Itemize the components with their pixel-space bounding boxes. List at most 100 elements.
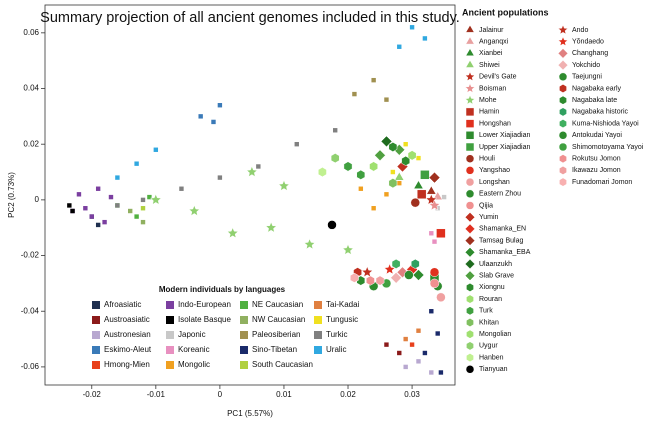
legend-marker: [559, 119, 567, 129]
modern-point: [416, 155, 421, 161]
modern-point: [371, 77, 376, 83]
ancient-point: [410, 197, 421, 208]
x-tick-label: 0.03: [404, 390, 420, 399]
legend-marker: [559, 177, 567, 187]
modern-point: [416, 328, 421, 333]
legend-label: Upper Xiajiadian: [479, 144, 530, 151]
y-tick-label: 0.06: [23, 28, 39, 37]
legend-label: Khitan: [479, 319, 499, 326]
legend-marker: [465, 166, 475, 175]
x-tick-label: 0.02: [340, 390, 356, 399]
modern-point: [403, 141, 408, 147]
modern-point: [147, 194, 152, 200]
x-tick-label: -0.02: [83, 390, 102, 399]
modern-point: [128, 208, 133, 214]
modern-point: [134, 161, 139, 166]
ancient-point: [394, 171, 405, 181]
legend-marker: [466, 341, 474, 351]
ancient-point: [383, 263, 396, 275]
legend-label: Shimomotoyama Yayoi: [572, 144, 644, 151]
ancient-point: [390, 272, 402, 284]
ancient-point: [436, 228, 446, 239]
legend-label: Eastern Zhou: [479, 191, 521, 198]
legend-marker: [465, 24, 475, 33]
legend-marker: [558, 131, 568, 140]
legend-label: Ulaanzukh: [479, 261, 512, 268]
ancient-point: [407, 150, 417, 161]
legend-label: Japonic: [178, 330, 206, 339]
legend-label: Yŏndaedo: [572, 39, 604, 46]
modern-point: [384, 192, 389, 197]
legend-swatch: [240, 361, 248, 369]
y-tick-label: -0.02: [21, 251, 40, 260]
ancient-point: [391, 258, 401, 269]
legend-marker: [466, 353, 474, 363]
legend-swatch: [240, 346, 248, 354]
ancient-point: [327, 220, 337, 230]
legend-label: Tamsag Bulag: [479, 237, 523, 244]
legend-swatch: [240, 331, 248, 339]
modern-legend-title: Modern individuals by languages: [159, 285, 286, 294]
legend-label: Yumin: [479, 214, 499, 221]
ancient-point: [366, 275, 375, 286]
modern-point: [397, 350, 402, 356]
ancient-point: [343, 161, 353, 172]
legend-marker: [466, 306, 474, 316]
y-tick-label: 0.04: [23, 84, 39, 93]
modern-point: [333, 128, 338, 133]
legend-swatch: [314, 301, 322, 309]
legend-swatch: [166, 301, 174, 309]
legend-label: Shamanka_EBA: [479, 249, 531, 256]
modern-point: [352, 91, 357, 97]
ancient-point: [149, 193, 162, 205]
legend-label: Hongshan: [479, 120, 511, 127]
legend-label: Mongolian: [479, 331, 511, 338]
modern-point: [432, 239, 437, 244]
legend-marker: [466, 329, 474, 339]
legend-label: Sino-Tibetan: [252, 345, 297, 354]
legend-swatch: [314, 316, 322, 324]
legend-swatch: [92, 346, 100, 354]
modern-point: [422, 350, 428, 356]
modern-point: [390, 169, 396, 175]
modern-point: [403, 364, 408, 370]
chart-title: Summary projection of all ancient genome…: [40, 10, 460, 26]
modern-point: [435, 206, 440, 211]
ancient-point: [429, 267, 440, 278]
legend-label: Rokutsu Jomon: [572, 156, 621, 163]
x-tick-label: -0.01: [147, 390, 166, 399]
legend-label: Koreanic: [178, 345, 210, 354]
legend-label: Turk: [479, 308, 493, 315]
modern-point: [429, 309, 434, 314]
legend-label: Hmong-Mien: [104, 360, 150, 369]
legend-label: Changhang: [572, 50, 608, 57]
legend-swatch: [166, 361, 174, 369]
ancient-point: [426, 185, 437, 195]
modern-point: [83, 206, 88, 211]
ancient-point: [404, 270, 414, 280]
ancient-point: [429, 278, 440, 289]
legend-swatch: [166, 346, 174, 354]
modern-point: [70, 208, 75, 214]
ancient-point: [420, 170, 430, 180]
legend-swatch: [92, 316, 100, 324]
modern-point: [397, 44, 402, 49]
legend-marker: [464, 71, 476, 82]
legend-label: Hanben: [479, 354, 504, 361]
legend-swatch: [92, 331, 100, 339]
modern-point: [115, 203, 120, 208]
legend-label: Uygur: [479, 343, 498, 350]
modern-point: [153, 147, 159, 152]
modern-point: [409, 25, 415, 30]
legend-marker: [464, 247, 476, 258]
legend-label: Xiongnu: [479, 284, 505, 291]
modern-point: [217, 175, 223, 180]
legend-swatch: [92, 301, 100, 309]
legend-marker: [464, 270, 476, 281]
x-axis-label: PC1 (5.57%): [227, 409, 273, 418]
legend-label: Mohe: [479, 97, 497, 104]
ancient-point: [361, 265, 374, 278]
legend-label: Anganqxi: [479, 39, 509, 46]
ancient-point: [413, 180, 424, 189]
legend-label: Eskimo-Aleut: [104, 345, 152, 354]
